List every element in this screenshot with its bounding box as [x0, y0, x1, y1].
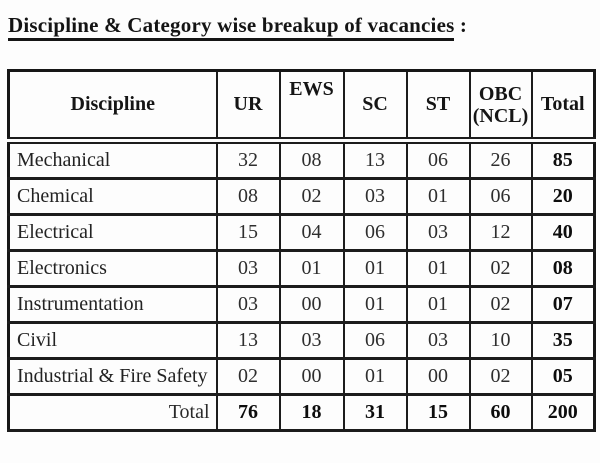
- table-row-instrumentation: Instrumentation 03 00 01 01 02 07: [7, 285, 596, 324]
- sc-cell: 01: [342, 249, 408, 288]
- ur-cell: 03: [215, 249, 281, 288]
- page-title-colon: :: [454, 13, 468, 37]
- ews-cell: 08: [278, 139, 345, 180]
- discipline-cell: Chemical: [7, 177, 218, 216]
- header-obc-ncl: OBC (NCL): [468, 69, 533, 144]
- st-cell: 00: [405, 357, 471, 396]
- grand-total-sc: 31: [342, 393, 408, 432]
- table-row-electronics: Electronics 03 01 01 01 02 08: [7, 249, 596, 288]
- ur-cell: 03: [215, 285, 281, 324]
- table-row-industrial-fire-safety: Industrial & Fire Safety 02 00 01 00 02 …: [7, 357, 596, 396]
- st-cell: 06: [405, 139, 471, 180]
- discipline-cell: Electrical: [7, 213, 218, 252]
- table-row-mechanical: Mechanical 32 08 13 06 26 85: [7, 139, 596, 180]
- sc-cell: 13: [342, 139, 408, 180]
- sc-cell: 03: [342, 177, 408, 216]
- page-title: Discipline & Category wise breakup of va…: [8, 13, 592, 41]
- header-sc: SC: [342, 69, 408, 144]
- total-cell: 85: [530, 139, 596, 180]
- grand-total-obc: 60: [468, 393, 533, 432]
- header-ews: EWS: [278, 69, 345, 144]
- total-cell: 40: [530, 213, 596, 252]
- total-cell: 07: [530, 285, 596, 324]
- total-cell: 20: [530, 177, 596, 216]
- table-row-electrical: Electrical 15 04 06 03 12 40: [7, 213, 596, 252]
- ews-cell: 00: [278, 357, 345, 396]
- vacancies-table: Discipline UR EWS SC ST OBC (NCL) Total M…: [7, 69, 596, 432]
- st-cell: 03: [405, 321, 471, 360]
- ur-cell: 15: [215, 213, 281, 252]
- grand-total-ews: 18: [278, 393, 345, 432]
- discipline-cell: Instrumentation: [7, 285, 218, 324]
- sc-cell: 01: [342, 357, 408, 396]
- obc-cell: 06: [468, 177, 533, 216]
- st-cell: 01: [405, 285, 471, 324]
- table-row-chemical: Chemical 08 02 03 01 06 20: [7, 177, 596, 216]
- ews-cell: 01: [278, 249, 345, 288]
- ur-cell: 02: [215, 357, 281, 396]
- grand-total-ur: 76: [215, 393, 281, 432]
- obc-cell: 02: [468, 285, 533, 324]
- table-row-grand-total: Total 76 18 31 15 60 200: [7, 393, 596, 432]
- grand-total-label: Total: [7, 393, 218, 432]
- header-obc-line1: OBC: [478, 82, 523, 105]
- total-cell: 05: [530, 357, 596, 396]
- st-cell: 01: [405, 177, 471, 216]
- grand-total-st: 15: [405, 393, 471, 432]
- st-cell: 03: [405, 213, 471, 252]
- header-ur: UR: [215, 69, 281, 144]
- sc-cell: 06: [342, 321, 408, 360]
- total-cell: 08: [530, 249, 596, 288]
- discipline-cell: Civil: [7, 321, 218, 360]
- ews-cell: 02: [278, 177, 345, 216]
- header-total: Total: [530, 69, 596, 144]
- header-st: ST: [405, 69, 471, 144]
- ews-cell: 00: [278, 285, 345, 324]
- discipline-cell: Electronics: [7, 249, 218, 288]
- header-row: Discipline UR EWS SC ST OBC (NCL) Total: [7, 69, 596, 144]
- header-discipline: Discipline: [7, 69, 218, 144]
- grand-total-total: 200: [530, 393, 596, 432]
- discipline-cell: Industrial & Fire Safety: [7, 357, 218, 396]
- header-obc-line2: (NCL): [472, 104, 529, 127]
- document-page: { "title": { "text": "Discipline & Categ…: [0, 13, 600, 463]
- sc-cell: 06: [342, 213, 408, 252]
- obc-cell: 10: [468, 321, 533, 360]
- page-title-text: Discipline & Category wise breakup of va…: [8, 13, 455, 41]
- ur-cell: 32: [215, 139, 281, 180]
- table-row-civil: Civil 13 03 06 03 10 35: [7, 321, 596, 360]
- discipline-cell: Mechanical: [7, 139, 218, 180]
- ews-cell: 03: [278, 321, 345, 360]
- sc-cell: 01: [342, 285, 408, 324]
- ur-cell: 08: [215, 177, 281, 216]
- total-cell: 35: [530, 321, 596, 360]
- obc-cell: 02: [468, 249, 533, 288]
- obc-cell: 12: [468, 213, 533, 252]
- obc-cell: 26: [468, 139, 533, 180]
- obc-cell: 02: [468, 357, 533, 396]
- st-cell: 01: [405, 249, 471, 288]
- ur-cell: 13: [215, 321, 281, 360]
- ews-cell: 04: [278, 213, 345, 252]
